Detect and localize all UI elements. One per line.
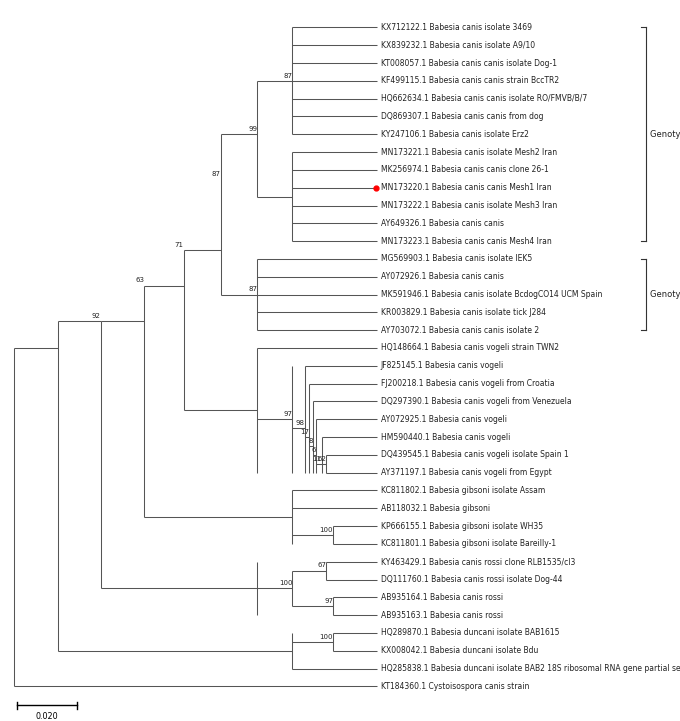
Text: JF825145.1 Babesia canis vogeli: JF825145.1 Babesia canis vogeli [381, 361, 504, 371]
Text: KY247106.1 Babesia canis isolate Erz2: KY247106.1 Babesia canis isolate Erz2 [381, 130, 528, 138]
Text: 92: 92 [92, 313, 101, 319]
Text: MG569903.1 Babesia canis isolate IEK5: MG569903.1 Babesia canis isolate IEK5 [381, 255, 532, 263]
Text: KP666155.1 Babesia gibsoni isolate WH35: KP666155.1 Babesia gibsoni isolate WH35 [381, 521, 543, 531]
Text: KX712122.1 Babesia canis isolate 3469: KX712122.1 Babesia canis isolate 3469 [381, 23, 532, 32]
Text: AY072926.1 Babesia canis canis: AY072926.1 Babesia canis canis [381, 273, 504, 281]
Text: MN173220.1 Babesia canis canis Mesh1 Iran: MN173220.1 Babesia canis canis Mesh1 Ira… [381, 183, 551, 193]
Text: KF499115.1 Babesia canis canis strain BccTR2: KF499115.1 Babesia canis canis strain Bc… [381, 76, 559, 85]
Text: 97: 97 [324, 598, 333, 604]
Text: MN173223.1 Babesia canis canis Mesh4 Iran: MN173223.1 Babesia canis canis Mesh4 Ira… [381, 236, 551, 246]
Text: DQ111760.1 Babesia canis rossi isolate Dog-44: DQ111760.1 Babesia canis rossi isolate D… [381, 575, 562, 584]
Text: 99: 99 [248, 126, 257, 132]
Text: 100: 100 [279, 580, 292, 586]
Text: DQ439545.1 Babesia canis vogeli isolate Spain 1: DQ439545.1 Babesia canis vogeli isolate … [381, 451, 568, 459]
Text: Genotype B: Genotype B [650, 130, 680, 138]
Text: 100: 100 [320, 634, 333, 640]
Text: MN173222.1 Babesia canis isolate Mesh3 Iran: MN173222.1 Babesia canis isolate Mesh3 I… [381, 201, 557, 210]
Text: 67: 67 [318, 562, 326, 568]
Text: MK591946.1 Babesia canis isolate BcdogCO14 UCM Spain: MK591946.1 Babesia canis isolate BcdogCO… [381, 290, 602, 299]
Text: 87: 87 [248, 286, 257, 293]
Text: KX839232.1 Babesia canis isolate A9/10: KX839232.1 Babesia canis isolate A9/10 [381, 40, 535, 50]
Text: 71: 71 [175, 242, 184, 248]
Text: AB935163.1 Babesia canis rossi: AB935163.1 Babesia canis rossi [381, 611, 503, 619]
Text: AB118032.1 Babesia gibsoni: AB118032.1 Babesia gibsoni [381, 504, 490, 513]
Text: KC811801.1 Babesia gibsoni isolate Bareilly-1: KC811801.1 Babesia gibsoni isolate Barei… [381, 539, 556, 549]
Text: 17: 17 [301, 429, 309, 435]
Text: FJ200218.1 Babesia canis vogeli from Croatia: FJ200218.1 Babesia canis vogeli from Cro… [381, 379, 554, 388]
Text: HQ662634.1 Babesia canis canis isolate RO/FMVB/B/7: HQ662634.1 Babesia canis canis isolate R… [381, 94, 587, 103]
Text: 87: 87 [212, 171, 221, 177]
Text: MN173221.1 Babesia canis isolate Mesh2 Iran: MN173221.1 Babesia canis isolate Mesh2 I… [381, 148, 557, 156]
Text: 0.020: 0.020 [35, 712, 58, 721]
Text: AB935164.1 Babesia canis rossi: AB935164.1 Babesia canis rossi [381, 593, 503, 602]
Text: Genotype A: Genotype A [650, 290, 680, 299]
Text: KR003829.1 Babesia canis isolate tick J284: KR003829.1 Babesia canis isolate tick J2… [381, 308, 546, 317]
Text: AY649326.1 Babesia canis canis: AY649326.1 Babesia canis canis [381, 218, 504, 228]
Text: 98: 98 [296, 420, 305, 426]
Text: MK256974.1 Babesia canis canis clone 26-1: MK256974.1 Babesia canis canis clone 26-… [381, 165, 549, 174]
Text: DQ869307.1 Babesia canis canis from dog: DQ869307.1 Babesia canis canis from dog [381, 112, 543, 121]
Text: DQ297390.1 Babesia canis vogeli from Venezuela: DQ297390.1 Babesia canis vogeli from Ven… [381, 397, 571, 406]
Text: 87: 87 [284, 73, 292, 79]
Text: AY703072.1 Babesia canis canis isolate 2: AY703072.1 Babesia canis canis isolate 2 [381, 326, 539, 335]
Text: 8: 8 [308, 438, 313, 444]
Text: AY072925.1 Babesia canis vogeli: AY072925.1 Babesia canis vogeli [381, 415, 507, 424]
Text: KT184360.1 Cystoisospora canis strain: KT184360.1 Cystoisospora canis strain [381, 682, 529, 691]
Text: HM590440.1 Babesia canis vogeli: HM590440.1 Babesia canis vogeli [381, 433, 510, 441]
Text: 6: 6 [311, 447, 316, 453]
Text: HQ148664.1 Babesia canis vogeli strain TWN2: HQ148664.1 Babesia canis vogeli strain T… [381, 343, 559, 353]
Text: 100: 100 [320, 527, 333, 533]
Text: HQ285838.1 Babesia duncani isolate BAB2 18S ribosomal RNA gene partial sequence: HQ285838.1 Babesia duncani isolate BAB2 … [381, 664, 680, 673]
Text: KX008042.1 Babesia duncani isolate Bdu: KX008042.1 Babesia duncani isolate Bdu [381, 646, 538, 655]
Text: 97: 97 [284, 411, 292, 417]
Text: 63: 63 [135, 278, 144, 283]
Text: AY371197.1 Babesia canis vogeli from Egypt: AY371197.1 Babesia canis vogeli from Egy… [381, 468, 551, 477]
Text: 11: 11 [313, 456, 322, 461]
Text: KT008057.1 Babesia canis canis isolate Dog-1: KT008057.1 Babesia canis canis isolate D… [381, 58, 557, 68]
Text: 62: 62 [318, 456, 326, 461]
Text: KY463429.1 Babesia canis rossi clone RLB1535/cl3: KY463429.1 Babesia canis rossi clone RLB… [381, 557, 575, 566]
Text: HQ289870.1 Babesia duncani isolate BAB1615: HQ289870.1 Babesia duncani isolate BAB16… [381, 629, 559, 637]
Text: KC811802.1 Babesia gibsoni isolate Assam: KC811802.1 Babesia gibsoni isolate Assam [381, 486, 545, 495]
